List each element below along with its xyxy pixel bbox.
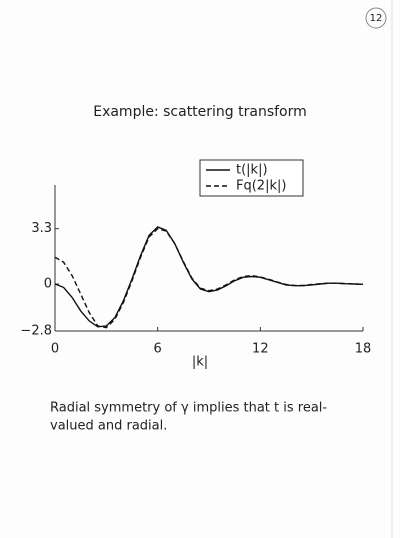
x-axis-label: |k| xyxy=(192,355,208,370)
y-tick-label: 0 xyxy=(44,277,52,292)
series-line xyxy=(54,227,364,329)
body-text: valued and radial. xyxy=(50,419,167,434)
legend-label: t(|k|) xyxy=(236,163,268,178)
page-number-circle xyxy=(365,7,387,29)
x-tick-label: 12 xyxy=(252,342,269,357)
body-text: Radial symmetry of γ implies that t is r… xyxy=(50,401,327,416)
y-tick-label: 3.3 xyxy=(31,221,52,236)
legend-label: Fq(2|k|) xyxy=(236,179,286,194)
y-tick-label: −2.8 xyxy=(20,324,52,339)
x-tick-label: 18 xyxy=(355,342,372,357)
x-tick-label: 0 xyxy=(51,342,59,357)
chart-title: Example: scattering transform xyxy=(93,104,307,120)
x-tick-label: 6 xyxy=(154,342,162,357)
page-number: 12 xyxy=(370,13,383,24)
legend-box xyxy=(199,159,304,197)
